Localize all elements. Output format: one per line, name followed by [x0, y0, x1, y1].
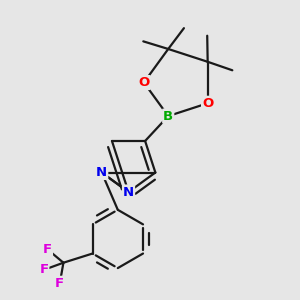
Text: N: N	[123, 185, 134, 199]
Text: N: N	[96, 166, 107, 179]
Text: O: O	[138, 76, 149, 89]
Text: F: F	[39, 263, 48, 276]
Text: O: O	[202, 97, 213, 110]
Text: F: F	[55, 277, 64, 290]
Text: F: F	[43, 243, 52, 256]
Text: B: B	[163, 110, 173, 123]
